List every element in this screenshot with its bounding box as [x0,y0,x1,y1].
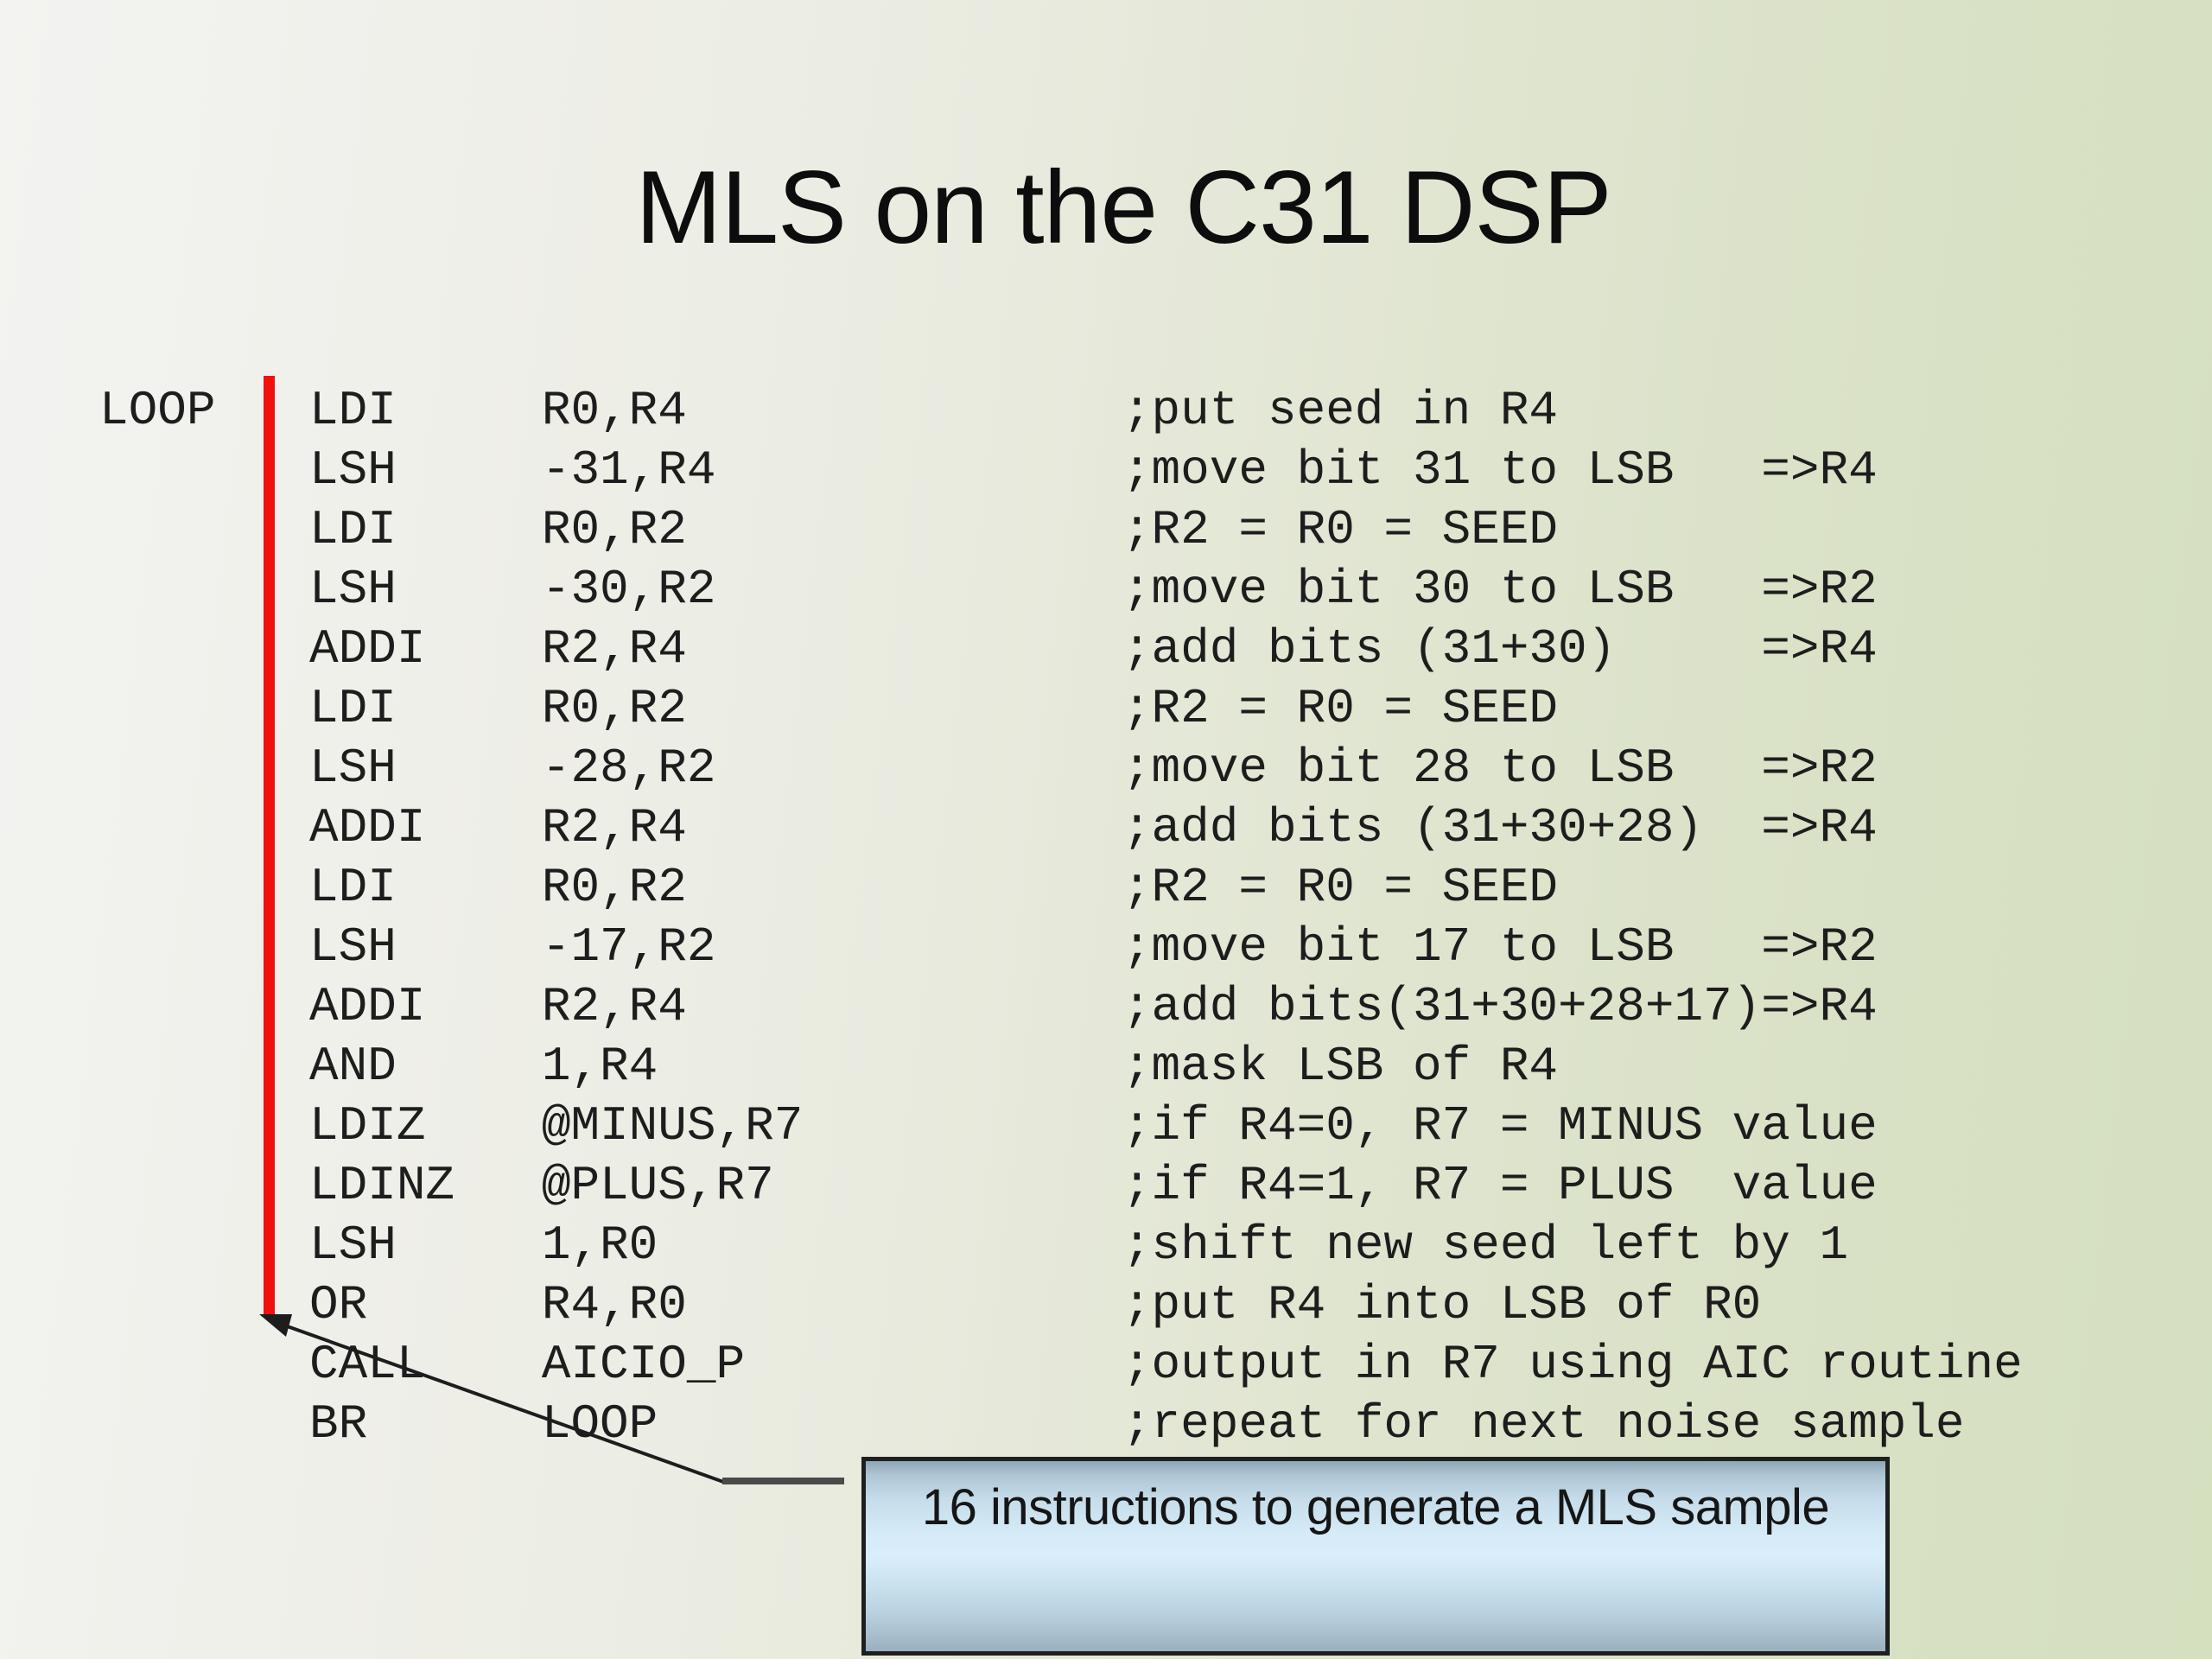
code-line: ADDI R2,R4 ;add bits (31+30+28) =>R4 [309,800,1878,855]
code-line: ADDI R2,R4 ;add bits (31+30) =>R4 [309,621,1878,677]
code-line: OR R4,R0 ;put R4 into LSB of R0 [309,1277,1762,1332]
code-listing: LDI R0,R4 ;put seed in R4 LSH -31,R4 ;mov… [309,381,2023,1454]
code-line: LDINZ @PLUS,R7 ;if R4=1, R7 = PLUS value [309,1158,1878,1213]
code-line: LDIZ @MINUS,R7 ;if R4=0, R7 = MINUS valu… [309,1098,1878,1154]
code-line: LSH -17,R2 ;move bit 17 to LSB =>R2 [309,919,1878,975]
code-line: BR LOOP ;repeat for next noise sample [309,1396,1965,1452]
callout-text: 16 instructions to generate a MLS sample [921,1479,1830,1535]
slide-title: MLS on the C31 DSP [635,149,1611,265]
code-line: LDI R0,R2 ;R2 = R0 = SEED [309,502,1559,557]
code-line: LDI R0,R2 ;R2 = R0 = SEED [309,860,1559,915]
code-line: ADDI R2,R4 ;add bits(31+30+28+17)=>R4 [309,979,1878,1034]
code-line: LSH -31,R4 ;move bit 31 to LSB =>R4 [309,442,1878,498]
loop-bracket-line [264,376,275,1318]
code-line: LDI R0,R2 ;R2 = R0 = SEED [309,681,1559,736]
loop-label: LOOP [99,383,216,438]
code-line: CALL AICIO_P ;output in R7 using AIC rou… [309,1337,2023,1392]
code-line: LDI R0,R4 ;put seed in R4 [309,383,1559,438]
code-line: AND 1,R4 ;mask LSB of R4 [309,1039,1559,1094]
code-line: LSH 1,R0 ;shift new seed left by 1 [309,1217,1849,1273]
callout-box: 16 instructions to generate a MLS sample [861,1457,1890,1656]
code-line: LSH -28,R2 ;move bit 28 to LSB =>R2 [309,741,1878,796]
code-line: LSH -30,R2 ;move bit 30 to LSB =>R2 [309,562,1878,617]
